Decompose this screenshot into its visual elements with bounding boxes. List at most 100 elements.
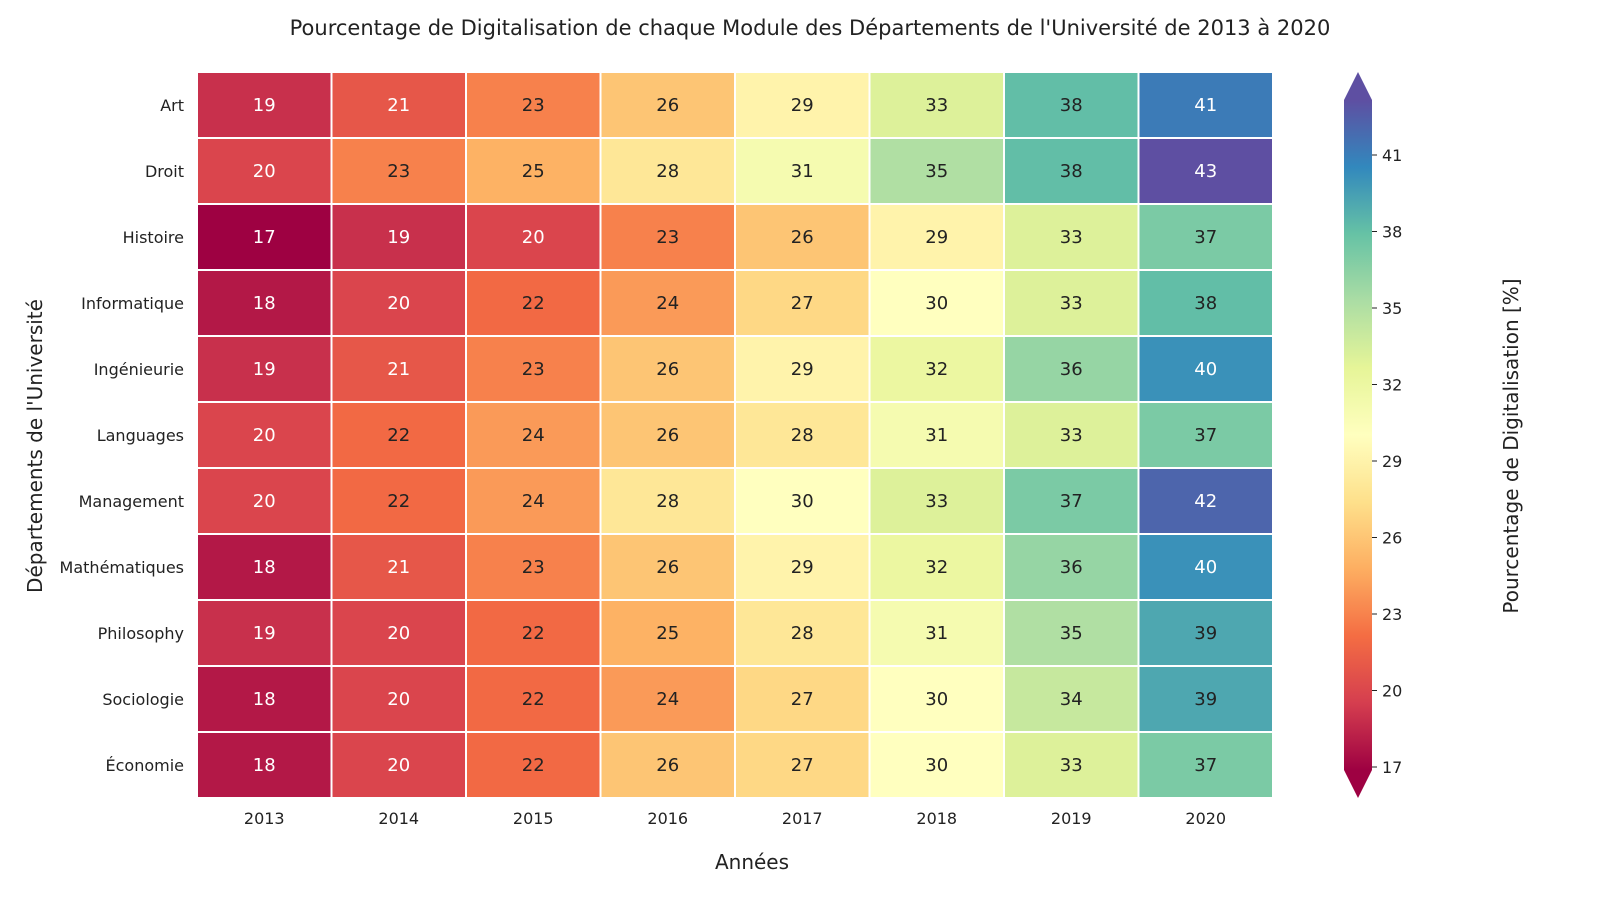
heatmap-cell — [465, 269, 602, 337]
cell-value-label: 21 — [387, 95, 410, 116]
heatmap-cell — [868, 731, 1005, 799]
cell-value-label: 22 — [387, 425, 410, 446]
cell-value-label: 23 — [656, 227, 679, 248]
cell-value-label: 35 — [1060, 623, 1083, 644]
x-tick-label: 2019 — [1051, 809, 1092, 828]
heatmap-cell — [1137, 137, 1274, 205]
x-axis-label: Années — [715, 850, 789, 874]
colorbar-tick-label: 26 — [1382, 529, 1402, 548]
heatmap-cell — [734, 599, 871, 667]
cell-value-label: 26 — [656, 425, 679, 446]
cell-value-label: 33 — [1060, 755, 1083, 776]
x-tick-label: 2013 — [244, 809, 285, 828]
cell-value-label: 22 — [387, 491, 410, 512]
heatmap-cell — [465, 401, 602, 469]
heatmap-cell — [330, 731, 467, 799]
y-tick-label: Philosophy — [98, 624, 184, 643]
cell-value-label: 18 — [253, 557, 276, 578]
cell-value-label: 30 — [925, 689, 948, 710]
cell-value-label: 20 — [387, 623, 410, 644]
heatmap-cell — [599, 203, 736, 271]
heatmap-cell — [1003, 203, 1140, 271]
colorbar-extend-max — [1344, 72, 1372, 100]
cell-value-label: 19 — [253, 623, 276, 644]
cell-value-label: 38 — [1060, 161, 1083, 182]
cell-value-label: 22 — [522, 755, 545, 776]
heatmap-cell — [599, 665, 736, 733]
cell-value-label: 18 — [253, 293, 276, 314]
cell-value-label: 26 — [656, 755, 679, 776]
heatmap-cell — [465, 467, 602, 535]
cell-value-label: 39 — [1194, 689, 1217, 710]
colorbar-gradient — [1344, 100, 1372, 770]
heatmap-cell — [599, 599, 736, 667]
cell-value-label: 33 — [925, 491, 948, 512]
cell-value-label: 31 — [791, 161, 814, 182]
cell-value-label: 28 — [656, 161, 679, 182]
x-tick-label: 2020 — [1185, 809, 1226, 828]
cell-value-label: 24 — [522, 425, 545, 446]
cell-value-label: 34 — [1060, 689, 1083, 710]
cell-value-label: 26 — [791, 227, 814, 248]
heatmap-cell — [1137, 203, 1274, 271]
cell-value-label: 20 — [522, 227, 545, 248]
cell-value-label: 31 — [925, 425, 948, 446]
cell-value-label: 17 — [253, 227, 276, 248]
cell-value-label: 28 — [791, 623, 814, 644]
y-tick-label: Art — [160, 96, 184, 115]
cell-value-label: 26 — [656, 95, 679, 116]
cell-value-label: 37 — [1194, 227, 1217, 248]
cell-value-label: 37 — [1060, 491, 1083, 512]
cell-value-label: 24 — [522, 491, 545, 512]
cell-value-label: 20 — [253, 425, 276, 446]
cell-value-label: 25 — [656, 623, 679, 644]
heatmap-cell — [465, 203, 602, 271]
cell-value-label: 23 — [522, 557, 545, 578]
heatmap-cell — [330, 665, 467, 733]
cell-value-label: 40 — [1194, 557, 1217, 578]
heatmap-cell — [868, 401, 1005, 469]
cell-value-label: 32 — [925, 359, 948, 380]
heatmap-cell — [868, 137, 1005, 205]
cell-value-label: 33 — [1060, 227, 1083, 248]
cell-value-label: 18 — [253, 689, 276, 710]
heatmap-cell — [1003, 665, 1140, 733]
heatmap-cell — [196, 203, 333, 271]
heatmap-cell — [599, 731, 736, 799]
cell-value-label: 20 — [253, 161, 276, 182]
heatmap-cell — [1137, 335, 1274, 403]
heatmap-cell — [868, 467, 1005, 535]
y-tick-label: Économie — [106, 756, 185, 775]
heatmap-cell — [1137, 731, 1274, 799]
cell-value-label: 29 — [791, 95, 814, 116]
cell-value-label: 19 — [253, 95, 276, 116]
cell-value-label: 24 — [656, 293, 679, 314]
heatmap-cell — [734, 269, 871, 337]
cell-value-label: 36 — [1060, 359, 1083, 380]
cell-value-label: 37 — [1194, 755, 1217, 776]
heatmap-cell — [1137, 71, 1274, 139]
y-axis-label: Départements de l'Université — [23, 299, 47, 593]
cell-value-label: 20 — [253, 491, 276, 512]
y-tick-label: Droit — [145, 162, 184, 181]
cell-value-label: 30 — [925, 293, 948, 314]
colorbar-tick-label: 23 — [1382, 605, 1402, 624]
colorbar-tick-label: 17 — [1382, 758, 1402, 777]
heatmap-cell — [465, 731, 602, 799]
heatmap-cell — [734, 203, 871, 271]
cell-value-label: 22 — [522, 623, 545, 644]
heatmap-cell — [1137, 533, 1274, 601]
cell-value-label: 29 — [925, 227, 948, 248]
heatmap-cells: 19 21 23 26 29 33 38 41 20 23 25 28 31 35 38 43 17 19 20 23… — [196, 71, 1274, 799]
heatmap-cell — [330, 71, 467, 139]
y-tick-label: Histoire — [123, 228, 184, 247]
cell-value-label: 22 — [522, 689, 545, 710]
cell-value-label: 22 — [522, 293, 545, 314]
heatmap-cell — [599, 269, 736, 337]
heatmap-cell — [1137, 401, 1274, 469]
heatmap-cell — [1003, 731, 1140, 799]
cell-value-label: 32 — [925, 557, 948, 578]
heatmap-cell — [1003, 467, 1140, 535]
heatmap-cell — [330, 599, 467, 667]
